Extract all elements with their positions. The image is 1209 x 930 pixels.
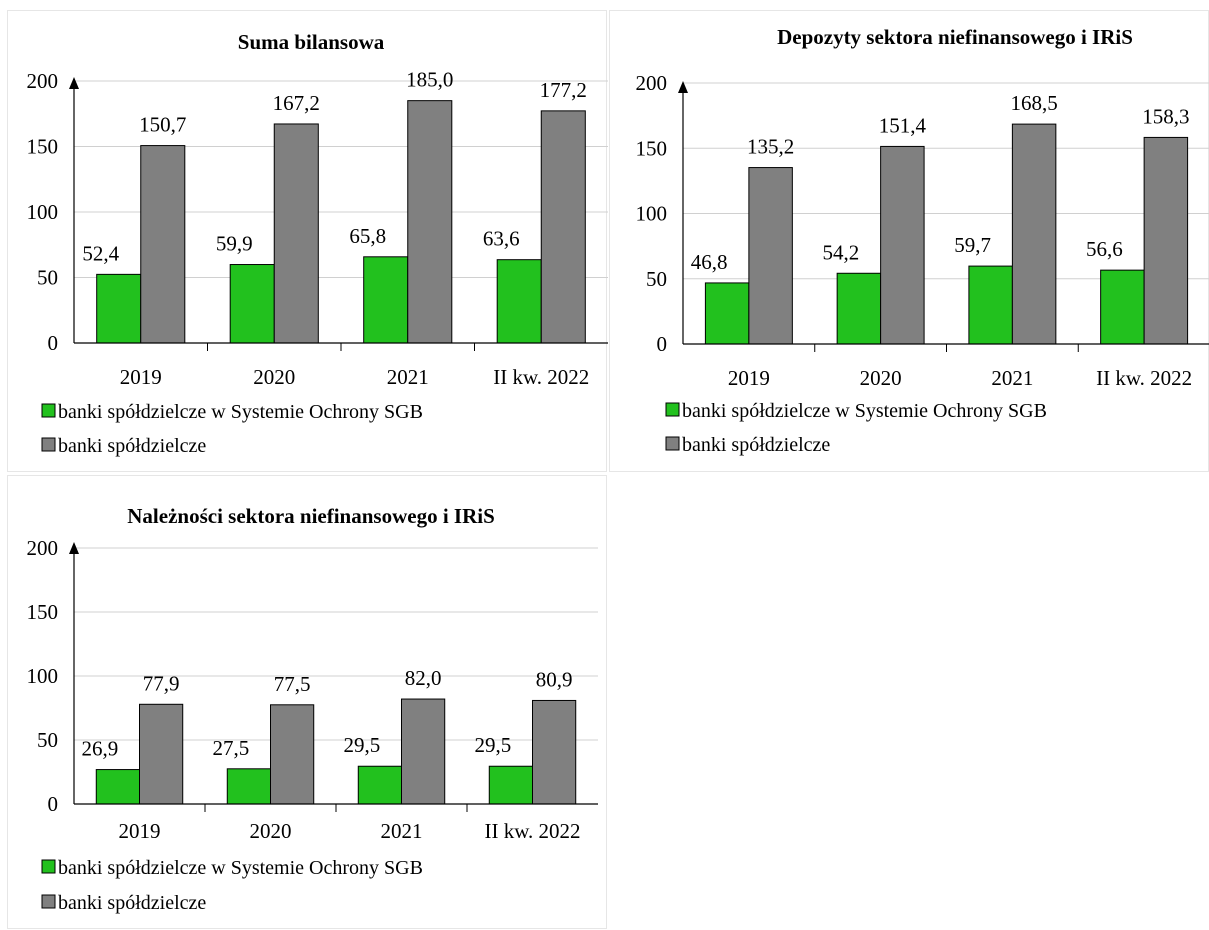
data-label: 158,3 bbox=[1142, 104, 1189, 128]
legend-swatch bbox=[41, 859, 56, 874]
x-tick-label: 2021 bbox=[991, 366, 1033, 390]
bar bbox=[270, 704, 315, 805]
data-label: 29,5 bbox=[475, 733, 512, 757]
legend-label: banki spółdzielcze w Systemie Ochrony SG… bbox=[682, 400, 1047, 422]
bar bbox=[488, 765, 533, 805]
bar bbox=[1011, 123, 1057, 345]
legend-label: banki spółdzielcze bbox=[682, 434, 830, 456]
data-label: 151,4 bbox=[879, 113, 927, 137]
bar bbox=[407, 100, 453, 344]
data-label: 63,6 bbox=[483, 227, 520, 251]
chart-svg: Depozyty sektora niefinansowego i IRiS 0 5… bbox=[636, 25, 1209, 456]
y-axis-arrow bbox=[69, 542, 79, 554]
legend-swatch bbox=[41, 894, 56, 909]
legend-swatch bbox=[41, 437, 56, 452]
bar bbox=[229, 264, 275, 344]
data-label: 150,7 bbox=[139, 113, 186, 137]
data-label: 82,0 bbox=[405, 666, 442, 690]
chart-svg: Należności sektora niefinansowego i IRiS… bbox=[27, 504, 598, 914]
bar bbox=[836, 272, 882, 345]
y-tick-label: 50 bbox=[37, 266, 58, 290]
bar bbox=[880, 145, 925, 345]
x-tick-label: 2019 bbox=[728, 366, 770, 390]
x-tick-label: 2020 bbox=[253, 365, 295, 389]
y-tick-label: 100 bbox=[27, 664, 59, 688]
bar bbox=[401, 698, 446, 805]
legend-label: banki spółdzielcze bbox=[58, 892, 206, 914]
y-tick-label: 50 bbox=[37, 728, 58, 752]
y-tick-label: 150 bbox=[27, 600, 59, 624]
x-tick-label: 2020 bbox=[250, 819, 292, 843]
bar bbox=[96, 273, 142, 344]
y-tick-label: 200 bbox=[27, 69, 59, 93]
bar bbox=[540, 110, 586, 344]
data-label: 56,6 bbox=[1086, 237, 1123, 261]
y-tick-label: 150 bbox=[27, 135, 59, 159]
legend-label: banki spółdzielcze w Systemie Ochrony SG… bbox=[58, 857, 423, 879]
data-label: 185,0 bbox=[406, 68, 453, 92]
y-tick-label: 50 bbox=[646, 267, 667, 291]
chart-svg: Suma bilansowa 0 50 100 150 200 52,4 150,7 2019 5… bbox=[27, 30, 608, 457]
data-label: 59,7 bbox=[954, 233, 991, 257]
data-label: 54,2 bbox=[823, 240, 860, 264]
chart-title: Depozyty sektora niefinansowego i IRiS bbox=[777, 25, 1133, 49]
data-label: 26,9 bbox=[82, 737, 119, 761]
data-label: 135,2 bbox=[747, 135, 794, 159]
bar bbox=[226, 768, 272, 805]
bar bbox=[968, 265, 1013, 345]
x-tick-label: II kw. 2022 bbox=[484, 819, 580, 843]
x-tick-label: 2019 bbox=[119, 819, 161, 843]
data-label: 59,9 bbox=[216, 232, 253, 256]
data-label: 27,5 bbox=[213, 736, 250, 760]
data-label: 65,8 bbox=[349, 224, 386, 248]
y-tick-label: 0 bbox=[48, 792, 59, 816]
bar bbox=[140, 145, 186, 344]
x-tick-label: 2021 bbox=[381, 819, 423, 843]
data-label: 177,2 bbox=[540, 78, 587, 102]
bar bbox=[357, 765, 402, 805]
y-tick-label: 100 bbox=[27, 200, 59, 224]
y-tick-label: 150 bbox=[636, 136, 668, 160]
chart-panel-depozyty: Depozyty sektora niefinansowego i IRiS 0 5… bbox=[609, 10, 1209, 472]
legend-label: banki spółdzielcze w Systemie Ochrony SG… bbox=[58, 401, 423, 423]
y-tick-label: 0 bbox=[48, 331, 59, 355]
bar bbox=[1143, 136, 1189, 345]
data-label: 52,4 bbox=[82, 241, 119, 265]
y-axis-arrow bbox=[69, 77, 79, 89]
chart-title: Suma bilansowa bbox=[238, 30, 385, 54]
y-tick-label: 200 bbox=[636, 71, 668, 95]
bar bbox=[532, 699, 577, 805]
bar bbox=[496, 259, 542, 344]
bar bbox=[139, 703, 184, 805]
x-tick-label: 2019 bbox=[120, 365, 162, 389]
y-axis-arrow bbox=[678, 81, 688, 93]
bar bbox=[273, 123, 319, 344]
chart-panel-naleznosci: Należności sektora niefinansowego i IRiS… bbox=[7, 475, 607, 929]
data-label: 80,9 bbox=[536, 667, 573, 691]
bar bbox=[1100, 269, 1145, 345]
data-label: 168,5 bbox=[1010, 91, 1057, 115]
y-tick-label: 0 bbox=[657, 332, 668, 356]
legend-swatch bbox=[665, 402, 680, 417]
data-label: 77,9 bbox=[143, 671, 180, 695]
legend-swatch bbox=[665, 436, 680, 451]
x-tick-label: 2020 bbox=[860, 366, 902, 390]
bar bbox=[704, 282, 750, 345]
data-label: 29,5 bbox=[344, 733, 381, 757]
x-tick-label: II kw. 2022 bbox=[493, 365, 589, 389]
x-tick-label: II kw. 2022 bbox=[1096, 366, 1192, 390]
data-label: 46,8 bbox=[691, 250, 728, 274]
data-label: 77,5 bbox=[274, 672, 311, 696]
bar bbox=[748, 167, 793, 345]
chart-title: Należności sektora niefinansowego i IRiS bbox=[127, 504, 495, 528]
y-tick-label: 100 bbox=[636, 202, 668, 226]
bar bbox=[95, 769, 140, 805]
x-tick-label: 2021 bbox=[387, 365, 429, 389]
chart-panel-suma-bilansowa: Suma bilansowa 0 50 100 150 200 52,4 150,7 2019 5… bbox=[7, 10, 608, 472]
data-label: 167,2 bbox=[273, 91, 320, 115]
legend-label: banki spółdzielcze bbox=[58, 435, 206, 457]
y-tick-label: 200 bbox=[27, 536, 59, 560]
bar bbox=[363, 256, 409, 344]
legend-swatch bbox=[41, 403, 56, 418]
